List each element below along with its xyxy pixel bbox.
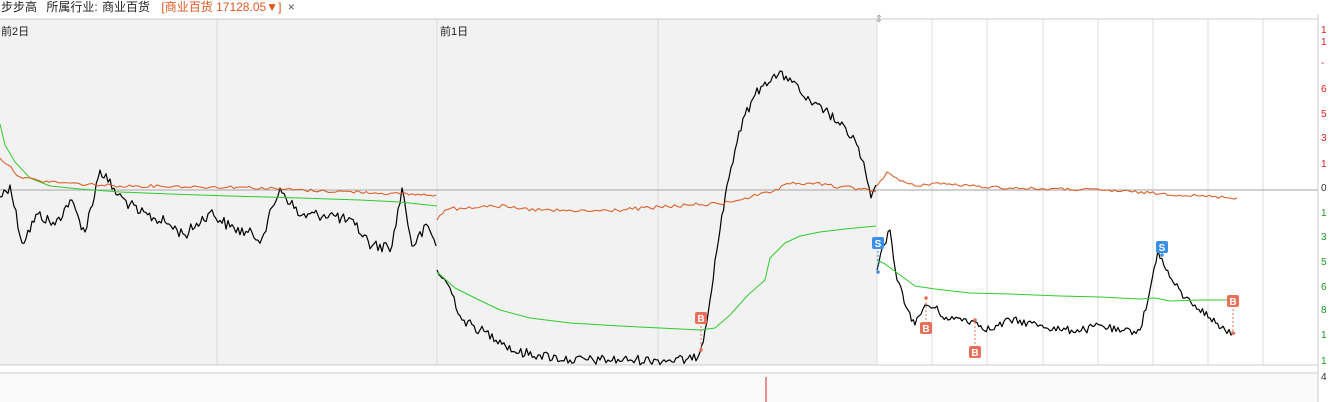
- marker-badge: [1156, 241, 1168, 253]
- average-price-line: [0, 123, 438, 207]
- industry-index-box[interactable]: [商业百货 17128.05▼]: [161, 0, 281, 14]
- price-line: [876, 229, 1236, 336]
- marker-dot: [876, 270, 880, 274]
- marker-badge: [872, 237, 884, 249]
- y-axis-tick: 1: [1321, 208, 1327, 219]
- today-divider-mark: ⇕: [875, 14, 883, 25]
- y-axis-tick: 1: [1321, 330, 1327, 341]
- index-bracket-open: [: [161, 0, 165, 14]
- index-name: 商业百货: [164, 0, 213, 14]
- industry-name[interactable]: 商业百货: [102, 0, 151, 14]
- chart-background: [0, 14, 1330, 402]
- price-line: [436, 70, 877, 366]
- y-axis-tick: 1: [1321, 37, 1327, 48]
- day-label-1-day-ago: 前1日: [440, 26, 469, 38]
- y-axis-tick: 8: [1321, 305, 1327, 316]
- marker-label: S: [875, 239, 882, 250]
- buy-marker: B: [920, 296, 932, 335]
- down-arrow-icon: ▼: [266, 0, 279, 14]
- index-value: 17128.05: [216, 0, 267, 14]
- marker-badge: [969, 346, 981, 358]
- marker-label: B: [922, 324, 929, 335]
- marker-dot: [924, 296, 928, 300]
- y-axis-tick: 1: [1321, 25, 1327, 36]
- industry-label: 所属行业:: [46, 0, 98, 14]
- chart-lines: [0, 70, 1238, 366]
- close-icon[interactable]: ×: [287, 0, 295, 14]
- buy-marker: B: [969, 318, 981, 359]
- stock-name[interactable]: 步步高: [1, 0, 38, 14]
- marker-label: S: [1159, 243, 1166, 254]
- index-bracket-close: ]: [278, 0, 282, 14]
- marker-label: B: [971, 348, 978, 359]
- y-axis-tick: 6: [1321, 84, 1327, 95]
- trade-markers: B S B B S B: [695, 237, 1239, 359]
- y-axis-tick: -: [1321, 58, 1325, 69]
- marker-label: B: [697, 314, 704, 325]
- previous-days-bg: [0, 19, 877, 365]
- sell-marker: S: [1156, 241, 1168, 257]
- sell-marker: S: [872, 237, 884, 274]
- industry-index-line: [436, 181, 877, 221]
- buy-marker: B: [1227, 295, 1239, 335]
- y-axis-tick: 3: [1321, 232, 1327, 243]
- marker-badge: [920, 322, 932, 334]
- y-axis-tick: 5: [1321, 109, 1327, 120]
- price-line: [0, 169, 437, 253]
- volume-pane-bg: [0, 373, 1318, 402]
- intraday-chart[interactable]: ⇕ B S B B S B: [0, 14, 1330, 402]
- average-price-line: [436, 225, 877, 331]
- y-axis-tick: 5: [1321, 257, 1327, 268]
- marker-badge: [695, 312, 707, 324]
- y-axis-tick: 3: [1321, 133, 1327, 144]
- marker-dot: [699, 348, 703, 352]
- y-axis-tick: 0: [1321, 183, 1327, 194]
- marker-dot: [1231, 331, 1235, 335]
- industry-index-line: [0, 157, 437, 197]
- buy-marker: B: [695, 312, 707, 352]
- average-price-line: [876, 259, 1232, 302]
- stock-header: 步步高 所属行业: 商业百货 [商业百货 17128.05▼] ×: [0, 0, 1330, 14]
- marker-label: B: [1229, 297, 1236, 308]
- y-axis-tick: 6: [1321, 282, 1327, 293]
- day-label-2-days-ago: 前2日: [1, 26, 30, 38]
- y-axis-tick: 1: [1321, 356, 1327, 367]
- marker-dot: [1160, 253, 1164, 257]
- marker-badge: [1227, 295, 1239, 307]
- y-axis-tick: 1: [1321, 159, 1327, 170]
- industry-index-line: [876, 171, 1238, 200]
- y-axis-tick: 4: [1321, 372, 1327, 383]
- marker-dot: [973, 318, 977, 322]
